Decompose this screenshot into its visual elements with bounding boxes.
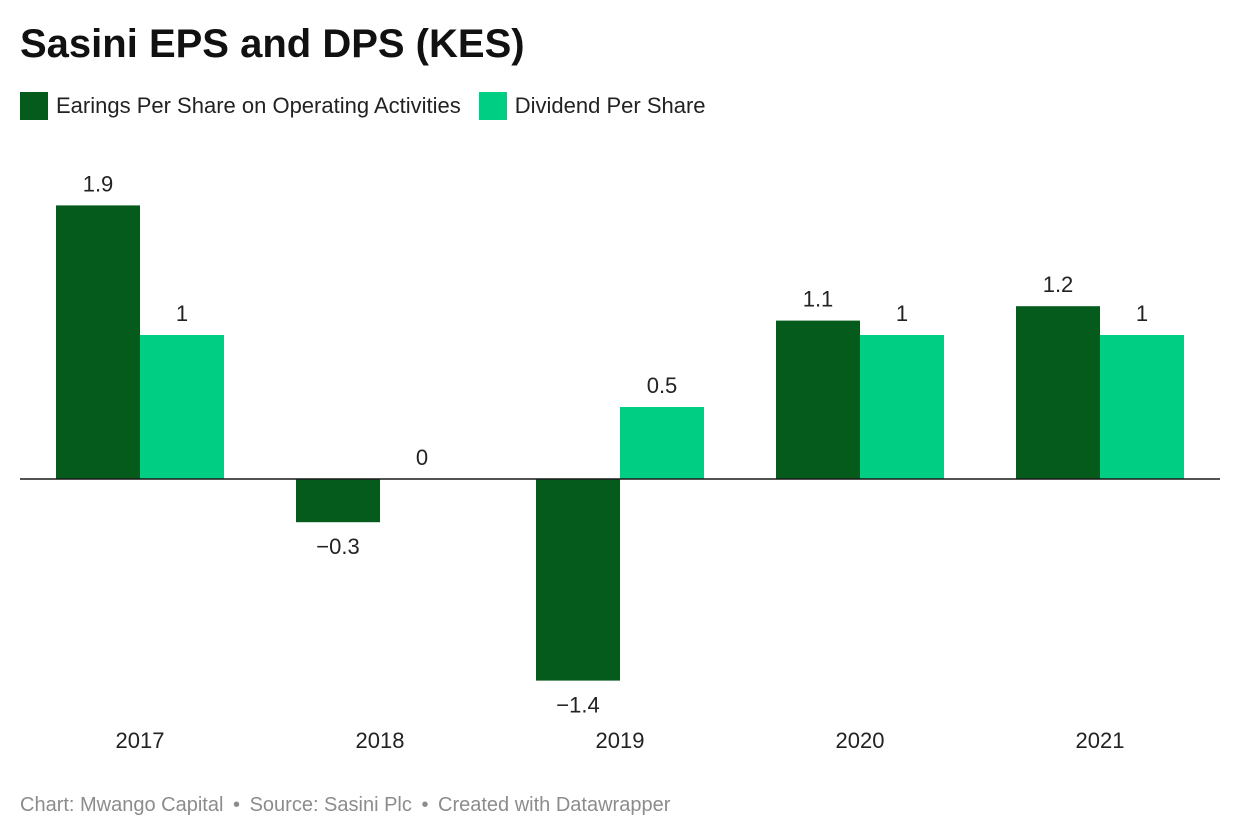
data-label-dps-2019: 0.5 — [647, 373, 678, 398]
legend-label-eps: Earings Per Share on Operating Activitie… — [56, 93, 461, 118]
chart-title: Sasini EPS and DPS (KES) — [20, 22, 525, 66]
data-label-dps-2020: 1 — [896, 301, 908, 326]
data-label-eps-2017: 1.9 — [83, 171, 114, 196]
bar-eps-2018 — [296, 479, 380, 523]
x-tick-label-2017: 2017 — [116, 728, 165, 753]
bar-eps-2019 — [536, 479, 620, 681]
legend-item-dps: Dividend Per Share — [478, 92, 706, 120]
data-label-eps-2018: −0.3 — [316, 534, 359, 559]
legend-swatch-dps — [478, 92, 507, 120]
bar-dps-2019 — [620, 407, 704, 479]
bar-dps-2021 — [1100, 335, 1184, 479]
bar-eps-2021 — [1016, 306, 1100, 479]
bar-eps-2020 — [776, 320, 860, 479]
bar-dps-2017 — [140, 335, 224, 479]
footer-tool: Created with Datawrapper — [438, 794, 671, 816]
footer-separator: • — [421, 794, 429, 816]
x-tick-label-2021: 2021 — [1076, 728, 1125, 753]
x-tick-label-2020: 2020 — [836, 728, 885, 753]
data-label-dps-2017: 1 — [176, 301, 188, 326]
legend-item-eps: Earings Per Share on Operating Activitie… — [20, 92, 461, 120]
footer-credit: Chart: Mwango Capital — [20, 794, 224, 816]
legend-swatch-eps — [20, 92, 48, 120]
legend-label-dps: Dividend Per Share — [514, 93, 706, 118]
data-label-dps-2021: 1 — [1136, 301, 1148, 326]
data-label-eps-2021: 1.2 — [1043, 272, 1074, 297]
chart-footer: Chart: Mwango Capital • Source: Sasini P… — [20, 794, 670, 817]
data-label-eps-2019: −1.4 — [556, 693, 599, 718]
bar-dps-2020 — [860, 335, 944, 479]
footer-source: Source: Sasini Plc — [249, 794, 412, 816]
footer-separator: • — [233, 794, 241, 816]
data-label-eps-2020: 1.1 — [803, 287, 834, 312]
chart-legend: Earings Per Share on Operating Activitie… — [20, 92, 724, 120]
data-label-dps-2018: 0 — [416, 445, 428, 470]
x-tick-label-2019: 2019 — [596, 728, 645, 753]
x-tick-label-2018: 2018 — [356, 728, 405, 753]
bar-eps-2017 — [56, 205, 140, 479]
